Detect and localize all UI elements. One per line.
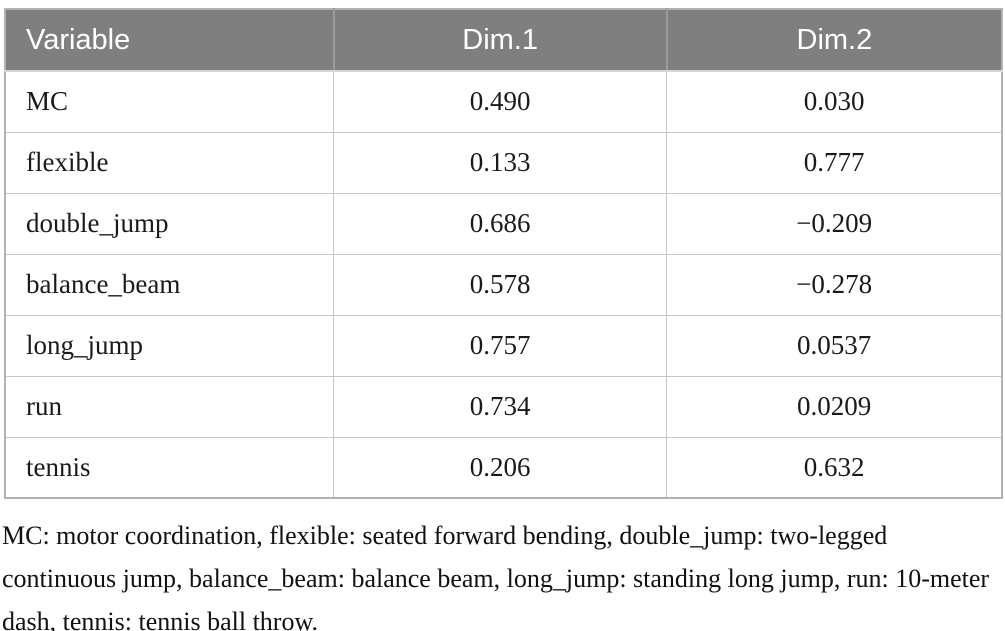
cell-variable: flexible xyxy=(5,132,334,194)
cell-dim2: 0.777 xyxy=(666,132,1002,194)
cell-variable: tennis xyxy=(5,437,334,498)
cell-variable: run xyxy=(5,376,334,438)
cell-variable: MC xyxy=(5,71,334,133)
cell-dim2: 0.0209 xyxy=(666,376,1002,438)
cell-dim2: 0.0537 xyxy=(666,315,1002,377)
table-row: balance_beam 0.578 −0.278 xyxy=(5,254,1002,316)
cell-dim2: −0.278 xyxy=(666,254,1002,316)
cell-dim1: 0.686 xyxy=(333,193,667,255)
column-header-variable: Variable xyxy=(5,9,334,72)
cell-dim2: −0.209 xyxy=(666,193,1002,255)
column-header-dim2: Dim.2 xyxy=(665,9,1002,72)
dimension-loadings-table: Variable Dim.1 Dim.2 MC 0.490 0.030 flex… xyxy=(4,8,1003,499)
table-row: double_jump 0.686 −0.209 xyxy=(5,193,1002,255)
table-header: Variable Dim.1 Dim.2 xyxy=(5,9,1002,72)
header-row: Variable Dim.1 Dim.2 xyxy=(5,9,1002,72)
cell-dim1: 0.206 xyxy=(333,437,667,498)
cell-dim1: 0.734 xyxy=(333,376,667,438)
cell-dim2: 0.632 xyxy=(666,437,1002,498)
table-row: run 0.734 0.0209 xyxy=(5,376,1002,438)
table-row: long_jump 0.757 0.0537 xyxy=(5,315,1002,377)
column-header-dim1: Dim.1 xyxy=(332,9,667,72)
cell-variable: double_jump xyxy=(5,193,334,255)
cell-dim1: 0.133 xyxy=(333,132,667,194)
table-row: MC 0.490 0.030 xyxy=(5,71,1002,133)
cell-dim1: 0.757 xyxy=(333,315,667,377)
cell-variable: balance_beam xyxy=(5,254,334,316)
cell-dim1: 0.578 xyxy=(333,254,667,316)
cell-variable: long_jump xyxy=(5,315,334,377)
cell-dim1: 0.490 xyxy=(333,71,667,133)
table-row: flexible 0.133 0.777 xyxy=(5,132,1002,194)
table-body: MC 0.490 0.030 flexible 0.133 0.777 doub… xyxy=(5,71,1002,498)
table-row: tennis 0.206 0.632 xyxy=(5,437,1002,498)
table-footnote: MC: motor coordination, flexible: seated… xyxy=(2,521,990,631)
cell-dim2: 0.030 xyxy=(666,71,1002,133)
